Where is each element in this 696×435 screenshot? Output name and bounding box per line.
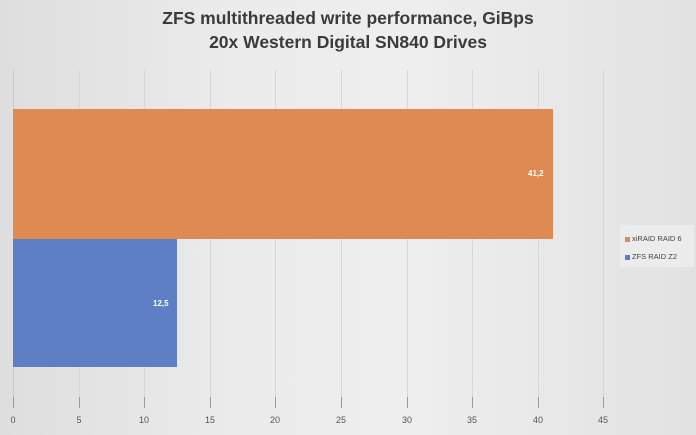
x-tick (407, 397, 408, 408)
x-tick-label: 20 (269, 415, 280, 425)
legend-label: xiRAID RAID 6 (632, 234, 682, 243)
legend-item-zfs[interactable]: ZFS RAID Z2 (625, 252, 677, 261)
x-tick-label: 30 (401, 415, 412, 425)
x-tick-label: 15 (204, 415, 215, 425)
x-tick-label: 10 (138, 415, 149, 425)
x-tick (275, 397, 276, 408)
x-tick-label: 40 (532, 415, 543, 425)
bar-value-label-xiraid: 41,2 (528, 169, 544, 178)
legend-swatch-orange (625, 236, 630, 242)
legend: xiRAID RAID 6 ZFS RAID Z2 (620, 225, 694, 267)
x-tick (79, 397, 80, 408)
x-tick (144, 397, 145, 408)
x-tick (210, 397, 211, 408)
legend-item-xiraid[interactable]: xiRAID RAID 6 (625, 234, 682, 243)
x-tick-label: 35 (466, 415, 477, 425)
x-tick-label: 25 (335, 415, 346, 425)
legend-label: ZFS RAID Z2 (632, 252, 678, 261)
bar-zfs-raidz2[interactable] (13, 239, 177, 367)
x-tick (603, 397, 604, 408)
gridline (603, 70, 604, 397)
x-tick (472, 397, 473, 408)
chart-title: ZFS multithreaded write performance, GiB… (0, 6, 696, 54)
bar-value-label-zfs: 12,5 (153, 299, 169, 308)
x-tick (538, 397, 539, 408)
bar-xiraid-raid6[interactable] (13, 109, 553, 239)
x-tick-label: 45 (597, 415, 608, 425)
chart-title-line1: ZFS multithreaded write performance, GiB… (162, 8, 534, 28)
x-tick-label: 0 (10, 415, 16, 425)
legend-swatch-blue (625, 254, 630, 260)
x-tick (341, 397, 342, 408)
x-tick-label: 5 (76, 415, 82, 425)
x-tick (13, 397, 14, 408)
chart-subtitle: 20x Western Digital SN840 Drives (209, 32, 487, 52)
